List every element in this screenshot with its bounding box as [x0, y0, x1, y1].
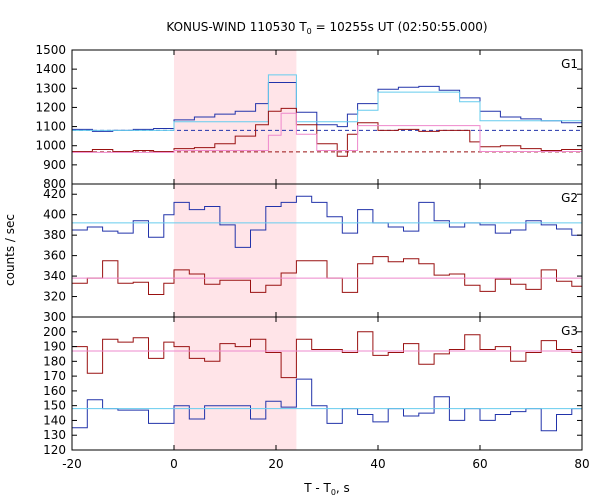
y-tick-label: 120: [43, 443, 66, 457]
highlight-region-g3: [174, 317, 297, 450]
x-tick-label: -20: [62, 457, 82, 471]
series-g3-dark-red: [72, 331, 582, 379]
y-tick-label: 1000: [35, 139, 66, 153]
x-tick-label: 20: [268, 457, 283, 471]
highlight-region-g2: [174, 184, 297, 317]
y-tick-label: 140: [43, 413, 66, 427]
panel-label-g1: G1: [561, 57, 578, 71]
y-tick-label: 300: [43, 310, 66, 324]
panel-frames: [71, 49, 583, 451]
panel-frame-g3: [71, 316, 583, 451]
y-tick-label: 150: [43, 399, 66, 413]
y-tick-label: 800: [43, 177, 66, 191]
y-tick-label: 170: [43, 369, 66, 383]
y-tick-label: 200: [43, 325, 66, 339]
series-g1-pink: [72, 112, 582, 153]
y-tick-label: 1400: [35, 62, 66, 76]
y-tick-label: 420: [43, 187, 66, 201]
series-g2-dark-blue: [72, 195, 582, 248]
y-tick-label: 1200: [35, 100, 66, 114]
series-layer: [72, 74, 582, 432]
y-tick-label: 130: [43, 428, 66, 442]
y-tick-label: 160: [43, 384, 66, 398]
series-g1-light-blue: [72, 74, 582, 131]
panel-label-g2: G2: [561, 191, 578, 205]
y-tick-label: 400: [43, 208, 66, 222]
y-tick-label: 360: [43, 249, 66, 263]
series-g1-dark-blue: [72, 82, 582, 132]
x-tick-label: 60: [472, 457, 487, 471]
y-tick-label: 1300: [35, 81, 66, 95]
x-tick-label: 80: [574, 457, 589, 471]
y-tick-label: 190: [43, 340, 66, 354]
series-g1-dark-red: [72, 107, 582, 157]
x-tick-label: 40: [370, 457, 385, 471]
y-tick-label: 900: [43, 158, 66, 172]
y-tick-label: 380: [43, 228, 66, 242]
chart-title: KONUS-WIND 110530 T0 = 10255s UT (02:50:…: [166, 20, 487, 36]
series-g3-dark-blue: [72, 378, 582, 432]
highlight-region-g1: [174, 50, 297, 184]
y-tick-label: 1500: [35, 43, 66, 57]
tick-layer: [71, 49, 583, 451]
y-axis-label: counts / sec: [3, 214, 17, 286]
burst-interval-shading: [174, 50, 297, 450]
panel-label-g3: G3: [561, 324, 578, 338]
y-tick-label: 180: [43, 354, 66, 368]
x-axis-label: T - T0, s: [303, 481, 350, 497]
y-tick-label: 1100: [35, 120, 66, 134]
y-tick-label: 320: [43, 290, 66, 304]
series-g2-dark-red: [72, 256, 582, 295]
y-tick-label: 340: [43, 269, 66, 283]
tick-labels: G1800900100011001200130014001500G2300320…: [35, 43, 589, 471]
x-tick-label: 0: [170, 457, 178, 471]
